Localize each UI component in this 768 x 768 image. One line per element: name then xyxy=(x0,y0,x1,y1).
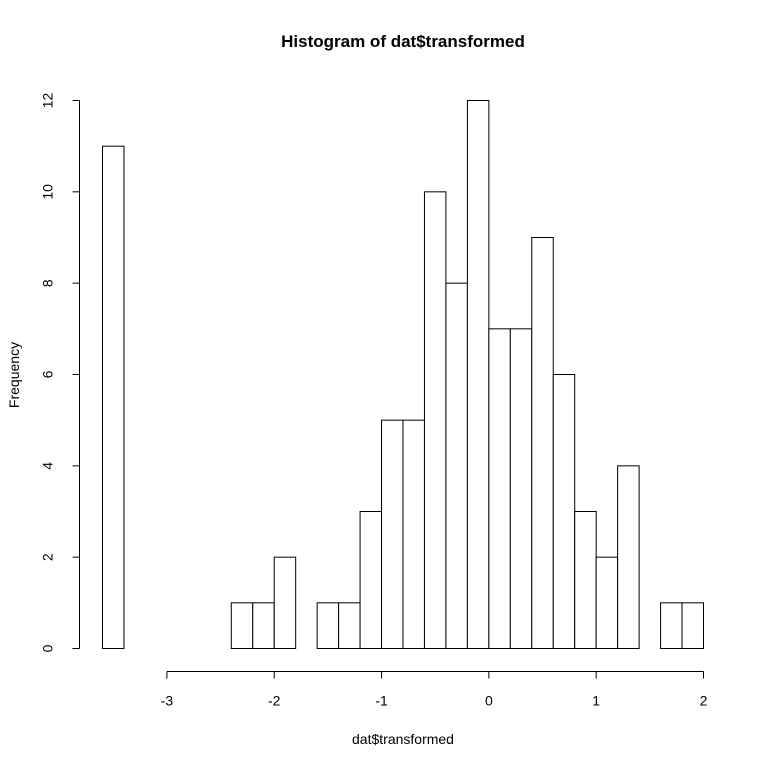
y-tick-label: 2 xyxy=(40,553,56,561)
x-tick-label: -2 xyxy=(268,693,281,709)
x-tick-label: 1 xyxy=(592,693,600,709)
histogram-bar xyxy=(531,237,554,649)
y-tick-label: 0 xyxy=(40,644,56,652)
y-tick-label: 4 xyxy=(40,462,56,470)
histogram-bar xyxy=(574,511,597,649)
histogram-bar xyxy=(660,602,683,649)
x-tick-label: 2 xyxy=(700,693,708,709)
chart-title: Histogram of dat$transformed xyxy=(281,32,525,51)
histogram-bar xyxy=(252,602,275,649)
histogram-bar xyxy=(681,602,704,649)
histogram-bar xyxy=(466,100,490,649)
histogram-bar xyxy=(509,328,533,649)
x-tick-label: -3 xyxy=(161,693,174,709)
y-tick-label: 8 xyxy=(40,279,56,287)
histogram-bar xyxy=(488,328,511,649)
histogram-bar xyxy=(402,419,425,649)
y-tick-label: 12 xyxy=(40,93,56,109)
histogram-bar xyxy=(102,145,125,650)
histogram-bar xyxy=(617,465,640,650)
x-axis-label: dat$transformed xyxy=(352,731,454,747)
y-axis-label: Frequency xyxy=(6,342,22,408)
histogram-bar xyxy=(316,602,340,649)
histogram-bar xyxy=(359,511,383,649)
bars-group xyxy=(102,100,704,650)
histogram-bar xyxy=(273,556,297,650)
x-tick-label: 0 xyxy=(485,693,493,709)
histogram-bar xyxy=(595,556,619,650)
histogram-bar xyxy=(381,419,404,649)
y-axis: 0 2 4 6 8 10 12 xyxy=(40,93,80,652)
histogram-bar xyxy=(230,602,254,649)
y-tick-label: 10 xyxy=(40,184,56,200)
histogram-bar xyxy=(338,602,361,649)
histogram-bar xyxy=(552,374,576,649)
histogram-bar xyxy=(445,282,468,649)
x-axis: -3 -2 -1 0 1 2 xyxy=(161,671,708,709)
y-tick-label: 6 xyxy=(40,370,56,378)
histogram-bar xyxy=(423,191,447,649)
x-tick-label: -1 xyxy=(375,693,388,709)
